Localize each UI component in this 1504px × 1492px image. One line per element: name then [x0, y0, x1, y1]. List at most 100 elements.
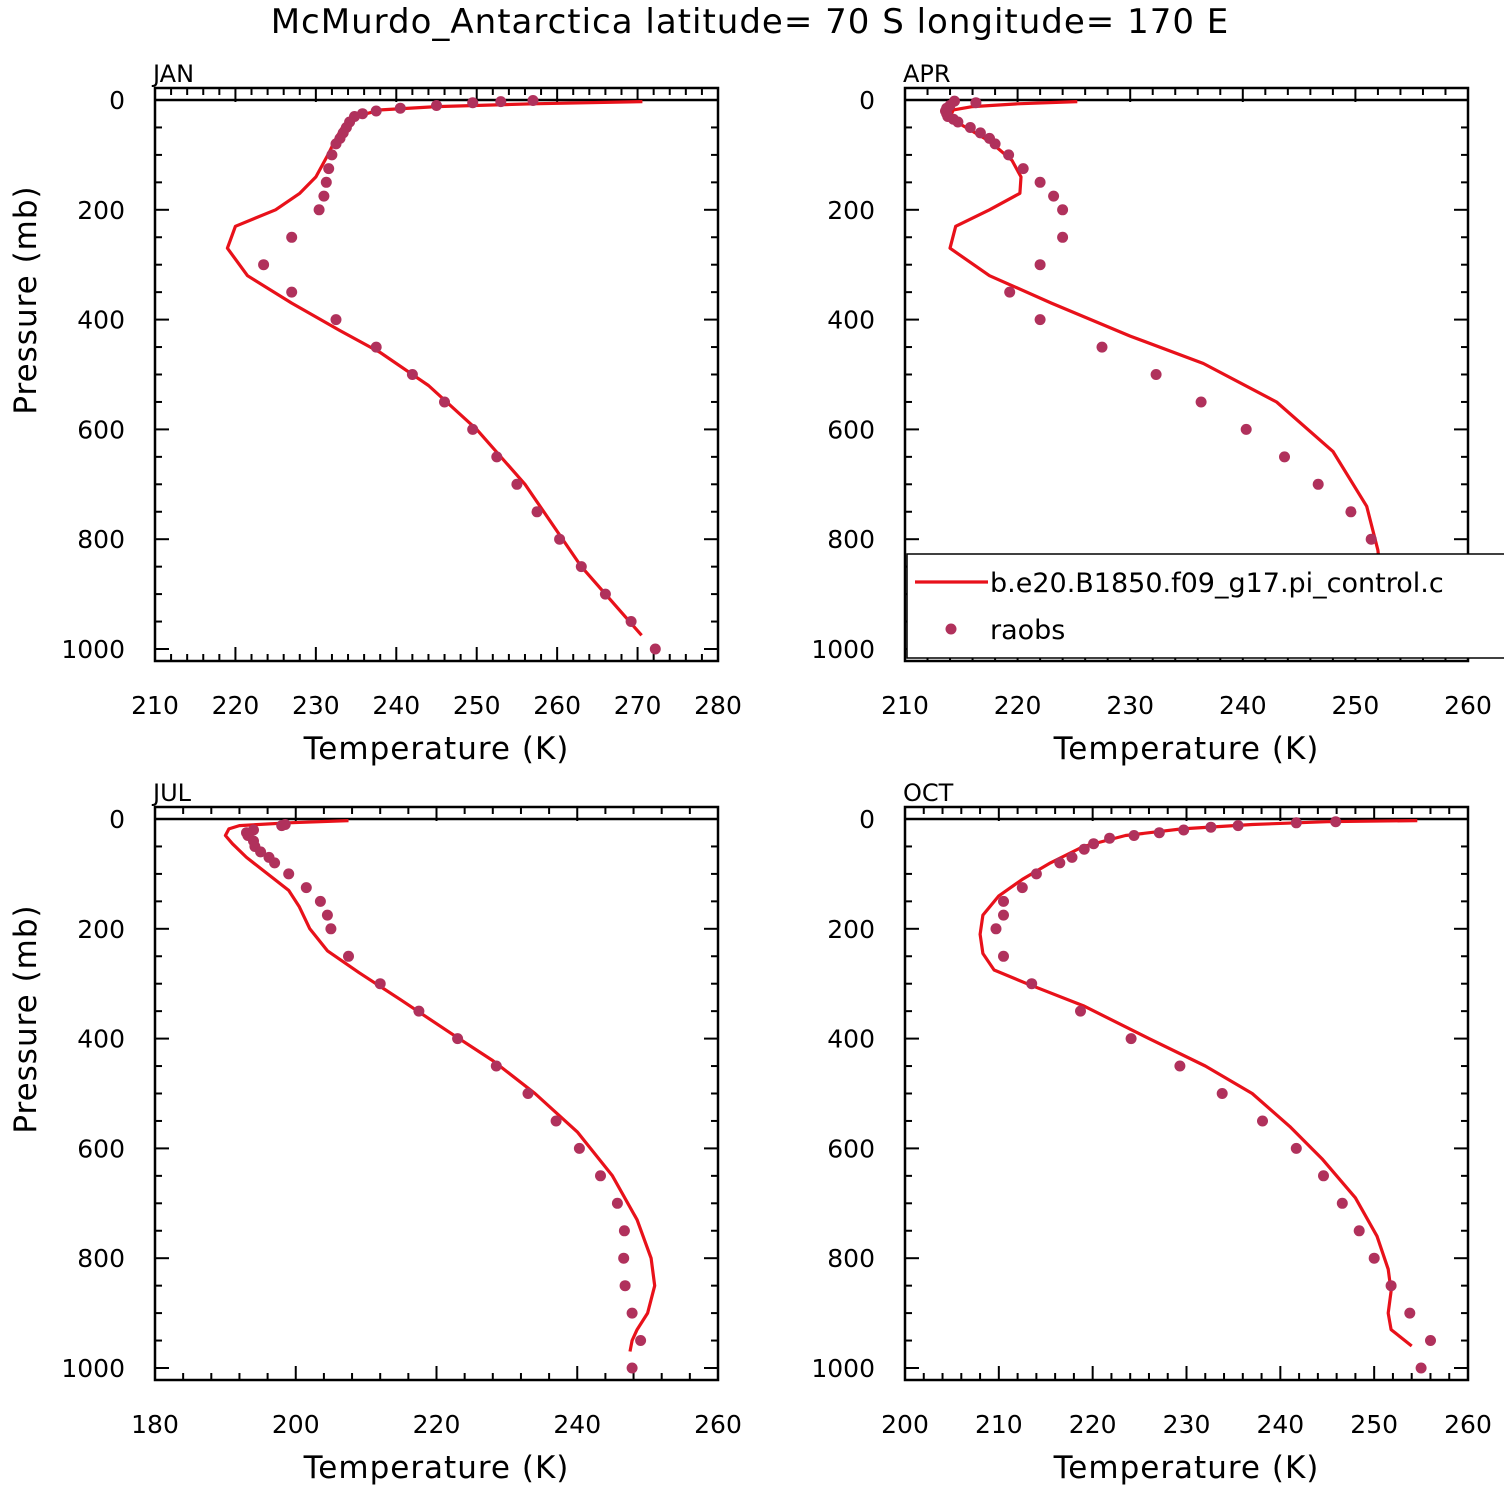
obs-point — [1205, 821, 1217, 833]
obs-point — [1075, 1005, 1086, 1017]
panel-label: OCT — [903, 779, 954, 807]
obs-point — [1030, 868, 1042, 880]
obs-point — [998, 895, 1009, 907]
x-axis-title: Temperature (K) — [303, 731, 570, 767]
y-tick-label: 400 — [827, 1025, 875, 1054]
obs-point — [1174, 1060, 1186, 1072]
obs-point — [326, 149, 338, 161]
x-tick-label: 220 — [212, 691, 260, 720]
obs-point — [511, 478, 523, 490]
x-tick-label: 270 — [614, 691, 662, 720]
obs-point — [1088, 838, 1100, 850]
obs-point — [325, 923, 337, 935]
obs-point — [1216, 1088, 1228, 1099]
x-tick-label: 250 — [1350, 1410, 1398, 1439]
y-tick-label: 200 — [827, 196, 875, 225]
x-tick-label: 210 — [881, 691, 929, 720]
obs-point — [1104, 832, 1116, 844]
obs-point — [618, 1225, 630, 1237]
y-tick-label: 200 — [77, 196, 125, 225]
x-tick-label: 230 — [1106, 691, 1154, 720]
obs-point — [370, 105, 382, 117]
x-axis-title: Temperature (K) — [1053, 1450, 1320, 1486]
obs-point — [550, 1115, 562, 1127]
y-tick-label: 600 — [77, 1134, 125, 1163]
obs-point — [527, 95, 539, 106]
figure-title: McMurdo_Antarctica latitude= 70 S longit… — [271, 2, 1230, 42]
obs-point — [970, 97, 982, 109]
obs-point — [599, 588, 611, 600]
obs-point — [283, 868, 295, 880]
plot-frame — [153, 86, 720, 663]
y-tick-label: 800 — [77, 1244, 125, 1273]
y-tick-label: 0 — [109, 86, 125, 115]
obs-point — [1016, 882, 1028, 894]
x-tick-label: 210 — [975, 1410, 1023, 1439]
y-tick-label: 0 — [109, 805, 125, 834]
obs-point — [952, 116, 964, 128]
x-tick-label: 230 — [1163, 1410, 1211, 1439]
panel-label: APR — [903, 60, 951, 88]
obs-point — [321, 909, 333, 921]
obs-point — [1017, 163, 1029, 175]
obs-point — [1178, 824, 1190, 836]
obs-point — [467, 423, 479, 435]
obs-point — [276, 820, 288, 832]
obs-point — [531, 506, 543, 518]
model-line — [978, 819, 1418, 1348]
obs-point — [625, 616, 637, 627]
obs-point — [626, 1362, 638, 1374]
obs-point — [286, 286, 298, 298]
obs-point — [255, 846, 267, 858]
obs-point — [1365, 533, 1377, 545]
obs-point — [491, 451, 503, 463]
obs-point — [394, 102, 406, 114]
obs-point — [495, 96, 507, 108]
plot-frame — [903, 805, 1470, 1382]
obs-point — [1078, 843, 1090, 855]
obs-point — [998, 909, 1009, 921]
obs-point — [635, 1335, 647, 1346]
x-tick-label: 200 — [881, 1410, 929, 1439]
obs-point — [1290, 817, 1302, 829]
obs-point — [1150, 369, 1162, 380]
y-tick-label: 200 — [77, 915, 125, 944]
obs-point — [573, 1142, 585, 1154]
obs-point — [618, 1252, 630, 1264]
obs-point — [1003, 149, 1015, 161]
y-tick-label: 1000 — [61, 1354, 125, 1383]
x-axis-title: Temperature (K) — [1053, 731, 1320, 767]
x-tick-label: 260 — [1444, 1410, 1492, 1439]
obs-point — [269, 857, 281, 869]
obs-point — [1279, 451, 1290, 463]
x-axis-title: Temperature (K) — [303, 1450, 570, 1486]
obs-point — [522, 1088, 534, 1099]
obs-point — [1232, 820, 1244, 832]
y-tick-label: 200 — [827, 915, 875, 944]
y-tick-label: 1000 — [811, 635, 875, 664]
obs-point — [439, 396, 450, 408]
obs-point — [990, 923, 1002, 935]
obs-point — [1404, 1307, 1416, 1319]
x-tick-label: 280 — [694, 691, 742, 720]
y-tick-label: 800 — [827, 1244, 875, 1273]
obs-point — [467, 97, 479, 109]
y-tick-label: 800 — [77, 525, 125, 554]
obs-point — [575, 561, 587, 573]
obs-point — [330, 138, 342, 150]
obs-point — [1368, 1252, 1380, 1264]
x-tick-label: 240 — [372, 691, 420, 720]
y-tick-label: 600 — [77, 415, 125, 444]
obs-point — [318, 190, 330, 202]
obs-point — [1034, 259, 1046, 271]
obs-point — [1004, 286, 1016, 298]
legend-model-label: b.e20.B1850.f09_g17.pi_control.c — [990, 568, 1444, 599]
legend-box — [906, 553, 1504, 659]
obs-point — [431, 100, 442, 111]
obs-point — [406, 369, 418, 380]
